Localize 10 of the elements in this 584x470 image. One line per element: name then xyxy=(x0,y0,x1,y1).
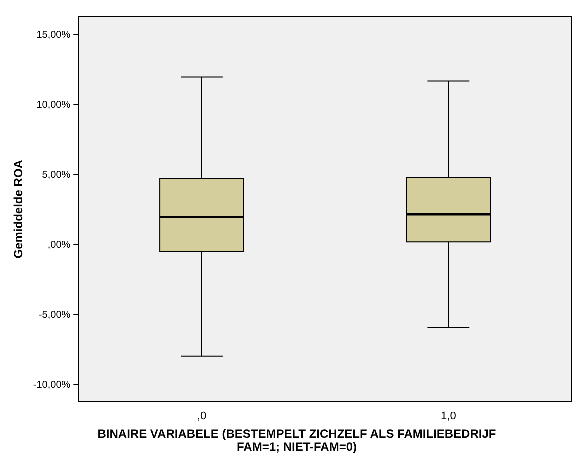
x-tick-label: ,0 xyxy=(197,410,207,422)
y-tick-label: -5,00% xyxy=(38,310,71,321)
y-tick-label: 15,00% xyxy=(36,30,71,41)
y-tick-label: 10,00% xyxy=(36,100,71,111)
y-tick-label: ,00% xyxy=(48,240,71,251)
x-tick-label: 1,0 xyxy=(441,410,456,422)
y-axis-title: Gemiddelde ROA xyxy=(12,160,26,259)
x-axis-title: BINAIRE VARIABELE (BESTEMPELT ZICHZELF ALS FAMILIEBEDRIJF FAM=1; NIET-FAM=0) xyxy=(96,426,498,454)
y-tick-label: 5,00% xyxy=(42,170,71,181)
y-tick-label: -10,00% xyxy=(33,380,71,391)
